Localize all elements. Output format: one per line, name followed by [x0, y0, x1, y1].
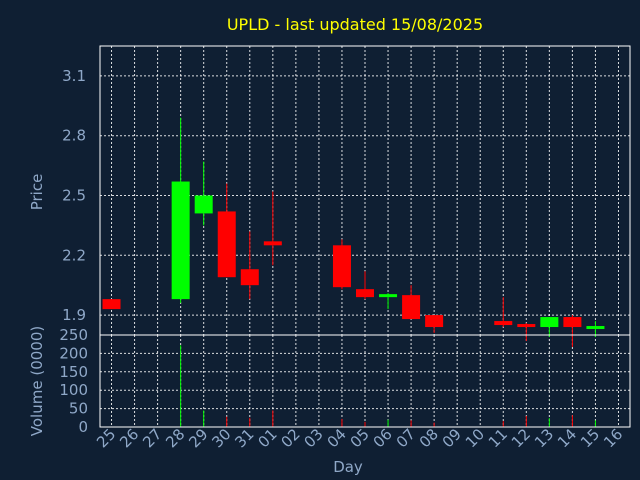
volume-tick-label: 150 [59, 363, 88, 381]
candle-body [102, 299, 121, 310]
candle-body [494, 321, 513, 326]
candle-body [240, 269, 259, 286]
price-tick-label: 1.9 [62, 306, 86, 324]
price-tick-label: 3.1 [62, 67, 86, 85]
volume-tick-label: 50 [69, 400, 88, 418]
candle-body [263, 241, 282, 246]
volume-tick-label: 0 [78, 418, 88, 436]
candle-body [425, 315, 444, 328]
price-tick-label: 2.2 [62, 246, 86, 264]
volume-bars [180, 345, 596, 427]
price-tick-label: 2.5 [62, 186, 86, 204]
candle-body [563, 317, 582, 328]
candle-body [356, 289, 374, 298]
candle-body [332, 245, 351, 288]
chart-title: UPLD - last updated 15/08/2025 [227, 15, 483, 34]
candle-body [586, 326, 605, 330]
volume-tick-label: 200 [59, 344, 88, 362]
volume-tick-label: 100 [59, 381, 88, 399]
candle-body [379, 294, 398, 298]
x-axis-label: Day [333, 458, 363, 476]
candles [102, 117, 605, 347]
volume-plot-frame [99, 334, 631, 428]
x-tick-labels: 2526272829303101020304050607080910111213… [93, 425, 626, 451]
candle-body [217, 211, 236, 278]
candle-body [402, 295, 421, 320]
candle-body [171, 181, 190, 300]
price-axis-label: Price [28, 174, 46, 211]
candle-body [517, 324, 536, 328]
price-tick-labels: 3.1 2.8 2.5 2.2 1.9 [62, 67, 86, 324]
volume-axis-label: Volume (0000) [28, 326, 46, 436]
volume-tick-label: 250 [59, 326, 88, 344]
candle-body [540, 317, 559, 328]
price-tick-label: 2.8 [62, 127, 86, 145]
candle-body [194, 195, 213, 214]
